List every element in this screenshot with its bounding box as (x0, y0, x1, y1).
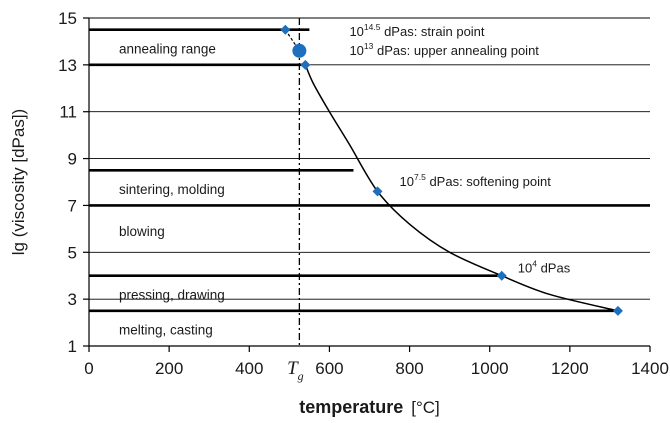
annotation-1: 1013 dPas: upper annealing point (349, 41, 539, 58)
annotation-0: 1014.5 dPas: strain point (349, 22, 484, 39)
point-diamond-0 (280, 24, 291, 35)
axes (83, 17, 651, 352)
band-label-4: melting, casting (119, 323, 213, 338)
point-diamond-3 (496, 270, 507, 281)
x-axis-title: temperature [°C] (299, 397, 440, 417)
annotation-3: 104 dPas (518, 259, 571, 276)
y-tick-label-0: 1 (68, 337, 77, 356)
band-label-0: annealing range (119, 41, 216, 56)
point-diamond-4 (612, 305, 623, 316)
y-tick-label-7: 15 (58, 9, 77, 28)
y-tick-label-5: 11 (59, 103, 77, 122)
range-lines (89, 28, 650, 313)
x-axis-unit: [°C] (411, 398, 440, 417)
y-tick-label-2: 5 (68, 243, 77, 262)
annotation-text-3: dPas (537, 261, 571, 276)
tg-label-subscript: g (298, 369, 304, 383)
annotation-base-3: 10 (518, 261, 532, 276)
x-tick-label-1: 200 (155, 359, 183, 378)
annotation-base-1: 10 (349, 43, 363, 58)
point-circle-5 (292, 43, 307, 58)
x-tick-label-3: 600 (315, 359, 343, 378)
x-tick-label-7: 1400 (631, 359, 669, 378)
y-tick-label-6: 13 (58, 56, 77, 75)
y-axis-title: lg (viscosity [dPas]) (9, 109, 28, 255)
annotation-exp-2: 7.5 (414, 172, 426, 182)
annotation-2: 107.5 dPas: softening point (400, 172, 552, 189)
x-tick-label-5: 1000 (471, 359, 509, 378)
y-tick-label-4: 9 (68, 150, 77, 169)
annotation-text-1: dPas: upper annealing point (373, 43, 539, 58)
point-diamond-1 (300, 59, 311, 70)
x-axis-title-text: temperature (299, 397, 403, 417)
point-diamond-2 (372, 186, 383, 197)
annotation-base-0: 10 (349, 24, 363, 39)
data-markers (280, 24, 623, 316)
band-label-2: blowing (119, 224, 165, 239)
x-tick-labels: 0 200 400 600 800 1000 1200 1400 (84, 359, 669, 378)
band-label-1: sintering, molding (119, 182, 225, 197)
band-label-3: pressing, drawing (119, 287, 225, 302)
x-tick-label-0: 0 (84, 359, 93, 378)
tg-label-main: T (287, 358, 299, 379)
x-tick-label-4: 800 (395, 359, 423, 378)
tg-label: Tg (287, 358, 304, 383)
annotation-text-2: dPas: softening point (426, 174, 551, 189)
annotation-base-2: 10 (400, 174, 414, 189)
annotation-exp-0: 14.5 (364, 22, 381, 32)
band-labels: annealing range sintering, molding blowing… (119, 41, 225, 337)
annotation-exp-3: 4 (532, 259, 537, 269)
y-tick-label-3: 7 (68, 196, 77, 215)
x-tick-label-2: 400 (235, 359, 263, 378)
x-tick-label-6: 1200 (551, 359, 589, 378)
viscosity-curve (304, 64, 619, 312)
annotation-exp-1: 13 (364, 41, 374, 51)
y-tick-label-1: 3 (68, 290, 77, 309)
annotation-text-0: dPas: strain point (380, 24, 484, 39)
